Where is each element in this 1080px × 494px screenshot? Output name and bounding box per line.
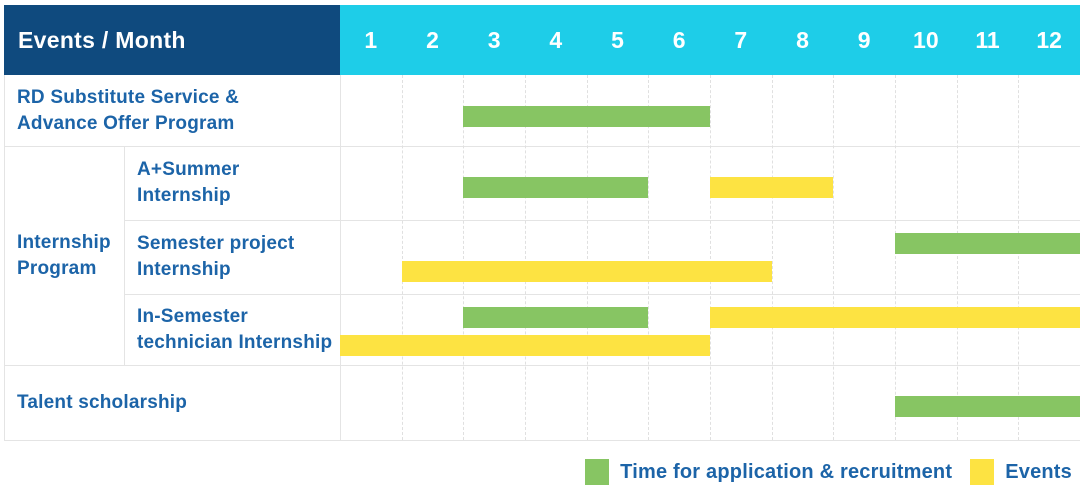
row-label: Talent scholarship bbox=[4, 365, 340, 440]
gantt-bar-event bbox=[340, 335, 710, 356]
legend-item: Events bbox=[970, 459, 1072, 485]
month-label: 3 bbox=[487, 26, 501, 53]
row-label: A+Summer Internship bbox=[124, 146, 340, 220]
grid-line-month bbox=[956, 75, 958, 440]
legend-swatch-green bbox=[585, 459, 610, 485]
row-label-line: Internship bbox=[137, 259, 231, 280]
month-label: 10 bbox=[913, 26, 939, 53]
grid-line-month bbox=[401, 75, 403, 440]
grid-line-h bbox=[124, 294, 1080, 295]
row-label-line: In-Semester bbox=[137, 305, 248, 327]
gantt-bar-recruitment bbox=[463, 177, 649, 198]
grid-line-month bbox=[710, 75, 711, 440]
month-label: 7 bbox=[734, 26, 748, 53]
month-label: 12 bbox=[1036, 26, 1062, 53]
grid-line-month bbox=[648, 75, 650, 440]
grid-line-month bbox=[1018, 75, 1020, 440]
grid-line-v bbox=[124, 146, 125, 365]
header-events-month-label: Events / Month bbox=[18, 26, 186, 53]
row-label-line: Advance Offer Program bbox=[17, 112, 235, 134]
legend-label: Events bbox=[1005, 460, 1072, 483]
grid-line-h bbox=[4, 146, 1080, 147]
month-label: 2 bbox=[426, 26, 439, 53]
gantt-bar-recruitment bbox=[463, 106, 710, 127]
month-label: 4 bbox=[549, 26, 563, 53]
grid-line-month bbox=[463, 75, 465, 440]
grid-line-h bbox=[4, 365, 1080, 366]
grid-line-month bbox=[525, 75, 526, 440]
group-label-line: Program bbox=[17, 257, 97, 279]
row-label-line: Internship bbox=[137, 185, 231, 206]
legend-label: Time for application & recruitment bbox=[620, 460, 953, 483]
legend: Time for application & recruitment Events bbox=[585, 456, 1072, 488]
row-label-line: A+Summer bbox=[137, 159, 240, 180]
gantt-bar-recruitment bbox=[895, 233, 1080, 254]
group-label-line: Internship bbox=[17, 231, 111, 253]
gantt-bar-recruitment bbox=[463, 307, 649, 328]
row-label: In-Semester technician Internship bbox=[124, 294, 340, 365]
month-label: 11 bbox=[975, 26, 1000, 53]
legend-item: Time for application & recruitment bbox=[585, 459, 952, 485]
gantt-bar-event bbox=[710, 177, 834, 198]
gantt-bar-event bbox=[710, 307, 1080, 328]
row-label: RD Substitute Service & Advance Offer Pro… bbox=[4, 75, 340, 146]
month-label: 6 bbox=[672, 26, 686, 53]
grid-line-month bbox=[771, 75, 773, 440]
month-label: 9 bbox=[857, 26, 871, 53]
grid-line-month bbox=[833, 75, 835, 440]
header-events-month-cell: Events / Month bbox=[4, 5, 340, 75]
row-label-line: technician Internship bbox=[137, 331, 333, 353]
grid-line-v bbox=[4, 75, 5, 440]
gantt-bar-recruitment bbox=[895, 396, 1080, 417]
grid-line-month bbox=[586, 75, 588, 440]
month-label: 5 bbox=[611, 26, 624, 53]
grid-line-month bbox=[895, 75, 896, 440]
row-label-line: Semester project bbox=[137, 233, 295, 254]
row-label: Semester project Internship bbox=[124, 220, 340, 294]
grid-line-h bbox=[124, 220, 1080, 221]
grid-line-h bbox=[4, 440, 1080, 441]
legend-swatch-yellow bbox=[970, 459, 995, 485]
gantt-bar-event bbox=[401, 261, 772, 282]
group-label: Internship Program bbox=[4, 146, 124, 365]
grid-line-v bbox=[340, 75, 341, 440]
row-label-line: Talent scholarship bbox=[17, 391, 188, 413]
month-label: 8 bbox=[796, 26, 809, 53]
header-months-band: 1 2 3 4 5 6 7 8 9 10 11 12 bbox=[340, 5, 1080, 75]
month-label: 1 bbox=[364, 26, 378, 53]
row-label-line: RD Substitute Service & bbox=[17, 86, 240, 108]
